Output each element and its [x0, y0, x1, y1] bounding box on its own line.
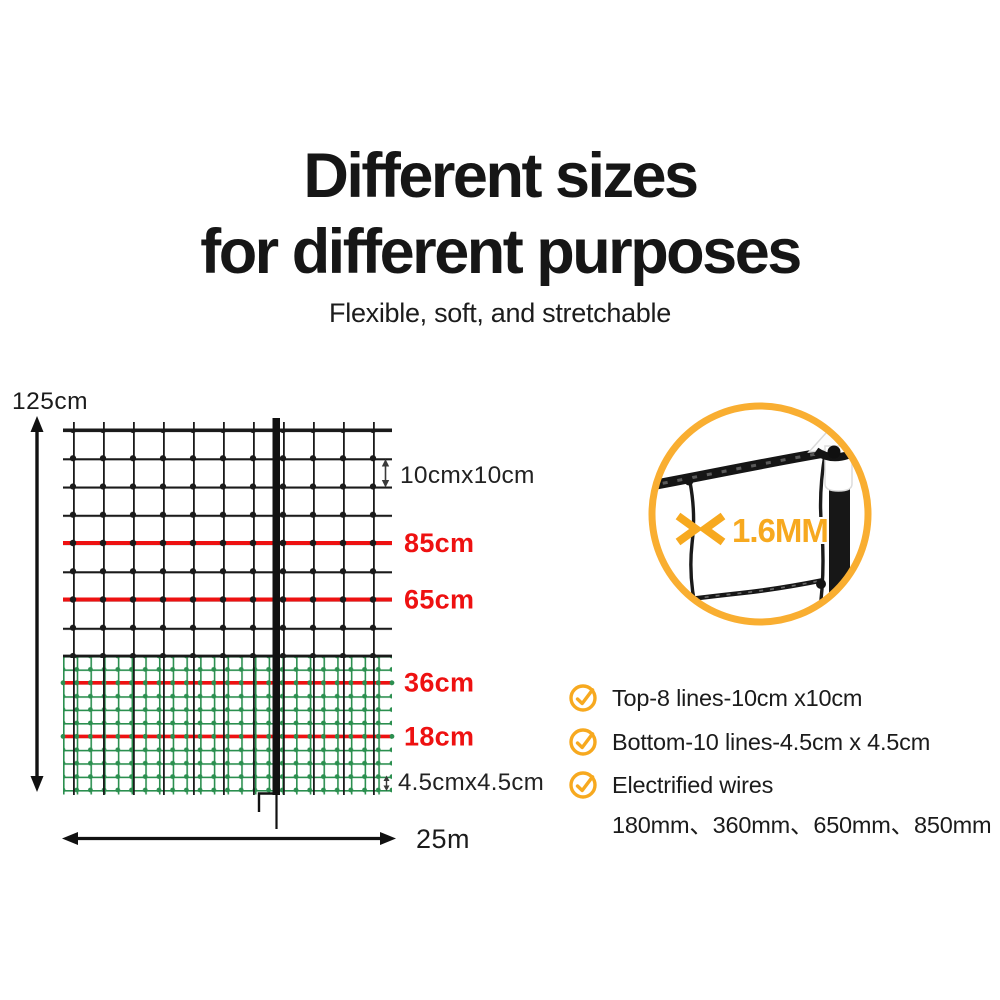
- check-icon: [569, 771, 597, 799]
- wire-85cm-label: 85cm: [404, 528, 474, 558]
- feature-label-top-lines: Top-8 lines-10cm x10cm: [612, 684, 863, 711]
- callout-right-rope: [817, 453, 827, 617]
- width-arrow-head-left: [62, 832, 78, 845]
- fence-post: [272, 418, 280, 795]
- feature-label-electrified: Electrified wires: [612, 771, 774, 798]
- callout-knot-left: [684, 476, 694, 486]
- wire-36cm-label: 36cm: [404, 668, 474, 698]
- bottom-mesh-label: 4.5cmx4.5cm: [398, 769, 544, 796]
- callout-photo-bg: [652, 406, 868, 622]
- cell45-arrow-head-bottom: [383, 785, 390, 791]
- check-icon: [569, 684, 597, 712]
- feature-row-bottom-lines: Bottom-10 lines-4.5cm x 4.5cm: [568, 727, 930, 757]
- check-icon: [569, 728, 597, 756]
- height-arrow-head-top: [30, 416, 44, 432]
- wire-thickness-callout: 1.6MM: [648, 402, 872, 626]
- width-label: 25m: [416, 824, 470, 854]
- feature-row-electrified: Electrified wires: [568, 770, 773, 800]
- post-foot-step: [257, 792, 280, 812]
- height-label: 125cm: [12, 388, 88, 415]
- page-subtitle: Flexible, soft, and stretchable: [329, 298, 671, 328]
- electrified-wire-heights: 180mm、360mm、650mm、850mm: [612, 812, 992, 838]
- cell10-arrow-head-top: [381, 459, 390, 467]
- pinch-chevron-right-icon: [698, 512, 726, 546]
- wire-18cm-label: 18cm: [404, 722, 474, 752]
- page-title-line1: Different sizes: [303, 141, 699, 211]
- callout-knot-bottom: [816, 579, 826, 589]
- net-measurement-diagram: 125cm 10cmx10cm 85cm 65cm 36cm 18cm 4.5c…: [12, 388, 544, 854]
- thickness-label: 1.6MM: [732, 512, 828, 549]
- feature-label-bottom-lines: Bottom-10 lines-4.5cm x 4.5cm: [612, 728, 931, 755]
- wire-65cm-label: 65cm: [404, 585, 474, 615]
- page-title-line2: for different purposes: [200, 217, 802, 287]
- callout-post: [829, 484, 850, 619]
- feature-row-top-lines: Top-8 lines-10cm x10cm: [568, 683, 862, 713]
- top-mesh-label: 10cmx10cm: [400, 462, 535, 489]
- cell10-arrow-head-bottom: [381, 480, 390, 488]
- callout-cap-knot: [827, 445, 841, 459]
- height-arrow-head-bottom: [30, 776, 44, 792]
- cell45-arrow-head-top: [383, 775, 390, 781]
- black-knots: [63, 430, 392, 658]
- width-arrow-head-right: [380, 832, 396, 845]
- pinch-chevron-left-icon: [675, 512, 703, 546]
- title-block: Different sizes for different purposes F…: [0, 138, 1000, 328]
- callout-ring: [648, 402, 872, 626]
